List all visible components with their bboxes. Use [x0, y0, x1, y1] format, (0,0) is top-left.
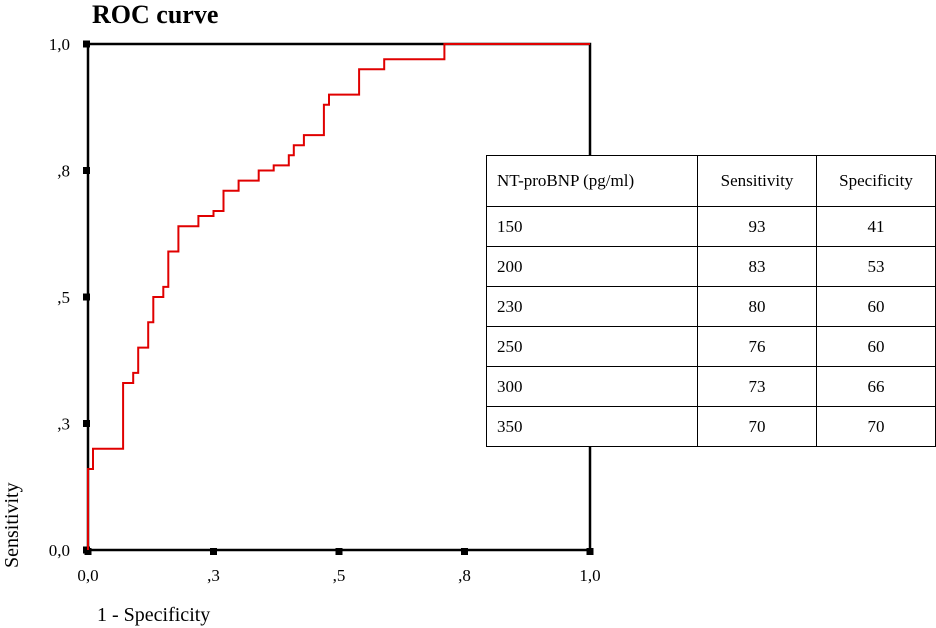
x-tick-mark: [586, 548, 594, 555]
x-tick-mark: [84, 548, 92, 555]
header-sensitivity: Sensitivity: [697, 155, 817, 207]
y-tick-label: ,3: [57, 415, 70, 434]
header-nt-probnp: NT-proBNP (pg/ml): [486, 155, 698, 207]
x-tick-label: ,3: [207, 566, 220, 585]
table-row: 350 70 70: [486, 406, 936, 447]
x-axis-label: 1 - Specificity: [97, 604, 210, 626]
table-row: 300 73 66: [486, 366, 936, 407]
y-tick-label: ,5: [57, 288, 70, 307]
table-row: 150 93 41: [486, 206, 936, 247]
y-axis-ticks: 0,0 ,3 ,5 ,8 1,0: [49, 35, 90, 560]
cell-sensitivity: 70: [697, 406, 817, 447]
cell-cutoff: 150: [486, 206, 698, 247]
cell-sensitivity: 80: [697, 286, 817, 327]
y-tick-label: ,8: [57, 162, 70, 181]
table-row: 200 83 53: [486, 246, 936, 287]
x-tick-mark: [461, 548, 468, 555]
x-axis-ticks: 0,0 ,3 ,5 ,8 1,0: [77, 548, 601, 585]
x-tick-label: ,5: [333, 566, 346, 585]
x-tick-mark: [335, 548, 343, 555]
x-tick-mark: [210, 548, 217, 555]
y-axis-label: Sensitivity: [1, 482, 23, 568]
cell-specificity: 60: [816, 326, 936, 367]
cell-cutoff: 350: [486, 406, 698, 447]
cell-cutoff: 250: [486, 326, 698, 367]
y-tick-mark: [83, 167, 90, 174]
header-specificity: Specificity: [816, 155, 936, 207]
cell-cutoff: 230: [486, 286, 698, 327]
cell-cutoff: 300: [486, 366, 698, 407]
cell-sensitivity: 93: [697, 206, 817, 247]
cell-specificity: 70: [816, 406, 936, 447]
y-tick-label: 1,0: [49, 35, 70, 54]
cell-cutoff: 200: [486, 246, 698, 287]
cell-specificity: 53: [816, 246, 936, 287]
chart-title: ROC curve: [92, 0, 218, 29]
table-header-row: NT-proBNP (pg/ml) Sensitivity Specificit…: [486, 155, 936, 207]
table-row: 250 76 60: [486, 326, 936, 367]
x-tick-label: 1,0: [579, 566, 600, 585]
cell-specificity: 66: [816, 366, 936, 407]
x-tick-label: 0,0: [77, 566, 98, 585]
y-tick-mark: [83, 40, 90, 48]
y-tick-mark: [83, 420, 90, 427]
roc-series-line: [87, 43, 590, 550]
table-row: 230 80 60: [486, 286, 936, 327]
y-tick-label: 0,0: [49, 541, 70, 560]
cell-sensitivity: 76: [697, 326, 817, 367]
x-tick-label: ,8: [458, 566, 471, 585]
cutoff-table: NT-proBNP (pg/ml) Sensitivity Specificit…: [486, 155, 936, 447]
cell-sensitivity: 73: [697, 366, 817, 407]
cell-specificity: 60: [816, 286, 936, 327]
y-tick-mark: [83, 293, 90, 301]
cell-specificity: 41: [816, 206, 936, 247]
cell-sensitivity: 83: [697, 246, 817, 287]
